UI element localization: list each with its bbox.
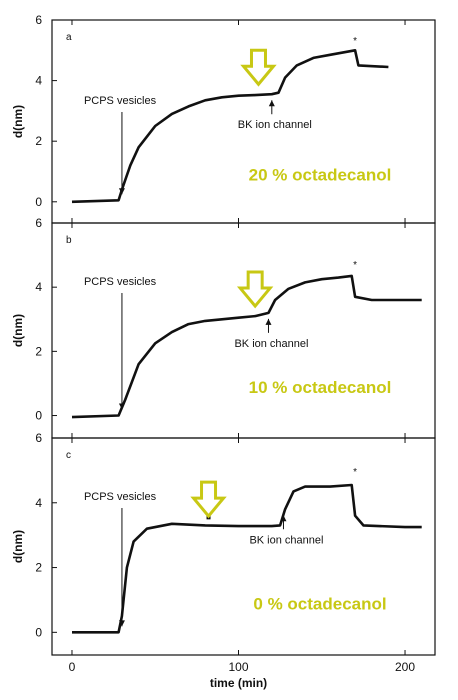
vesicle-arrowhead — [118, 188, 125, 195]
panel-a: 0 2 4 6 d(nm) a * PCPS vesicles BK ion channel 20… — [11, 13, 436, 224]
panel-frame — [51, 222, 436, 439]
y-tick-label: 0 — [35, 409, 42, 423]
panel-letter: b — [66, 235, 72, 246]
channel-arrowhead — [268, 100, 275, 107]
vesicle-arrowhead — [118, 403, 125, 410]
condition-label: 10 % octadecanol — [249, 378, 392, 397]
vesicle-annotation: PCPS vesicles — [84, 491, 157, 503]
panel-letter: c — [66, 450, 71, 461]
data-series — [71, 49, 389, 204]
vesicle-arrowhead — [118, 620, 125, 627]
y-tick-label: 4 — [35, 496, 42, 510]
star-marker: * — [353, 260, 357, 271]
y-tick-label: 2 — [35, 134, 42, 148]
channel-annotation: BK ion channel — [238, 119, 312, 131]
panel-c: 0 2 4 6 d(nm) c * PCPS vesicles BK ion channel 0 … — [11, 431, 436, 656]
y-tick-label: 4 — [35, 280, 42, 294]
highlight-arrow-icon — [190, 480, 227, 519]
channel-arrowhead — [280, 515, 287, 522]
y-axis-label: d(nm) — [11, 105, 25, 138]
data-series — [72, 483, 422, 634]
vesicle-annotation: PCPS vesicles — [84, 95, 157, 107]
highlight-arrow-icon — [240, 48, 277, 87]
highlight-arrow-icon — [236, 270, 274, 309]
x-axis-label: time (min) — [210, 676, 267, 690]
channel-annotation: BK ion channel — [234, 338, 308, 350]
x-tick-label: 0 — [69, 660, 76, 674]
x-tick-label: 200 — [395, 660, 415, 674]
y-tick-label: 6 — [35, 216, 42, 230]
star-marker: * — [353, 467, 357, 478]
vesicle-annotation: PCPS vesicles — [84, 276, 157, 288]
data-series — [71, 274, 422, 419]
y-tick-label: 0 — [35, 625, 42, 639]
y-tick-label: 0 — [35, 195, 42, 209]
y-axis-label: d(nm) — [11, 314, 25, 347]
panel-letter: a — [66, 32, 72, 43]
condition-label: 0 % octadecanol — [253, 595, 386, 614]
y-tick-label: 6 — [35, 431, 42, 445]
panel-frame — [51, 437, 436, 656]
channel-arrowhead — [265, 318, 272, 325]
y-tick-label: 6 — [35, 13, 42, 27]
y-tick-label: 2 — [35, 561, 42, 575]
y-tick-label: 2 — [35, 344, 42, 358]
x-tick-label: 100 — [228, 660, 248, 674]
channel-annotation: BK ion channel — [249, 534, 323, 546]
condition-label: 20 % octadecanol — [249, 166, 392, 185]
y-axis-label: d(nm) — [11, 530, 25, 563]
y-tick-label: 4 — [35, 74, 42, 88]
star-marker: * — [353, 36, 357, 47]
panel-b: 0 2 4 6 d(nm) b * PCPS vesicles BK ion channel 10… — [11, 216, 436, 439]
